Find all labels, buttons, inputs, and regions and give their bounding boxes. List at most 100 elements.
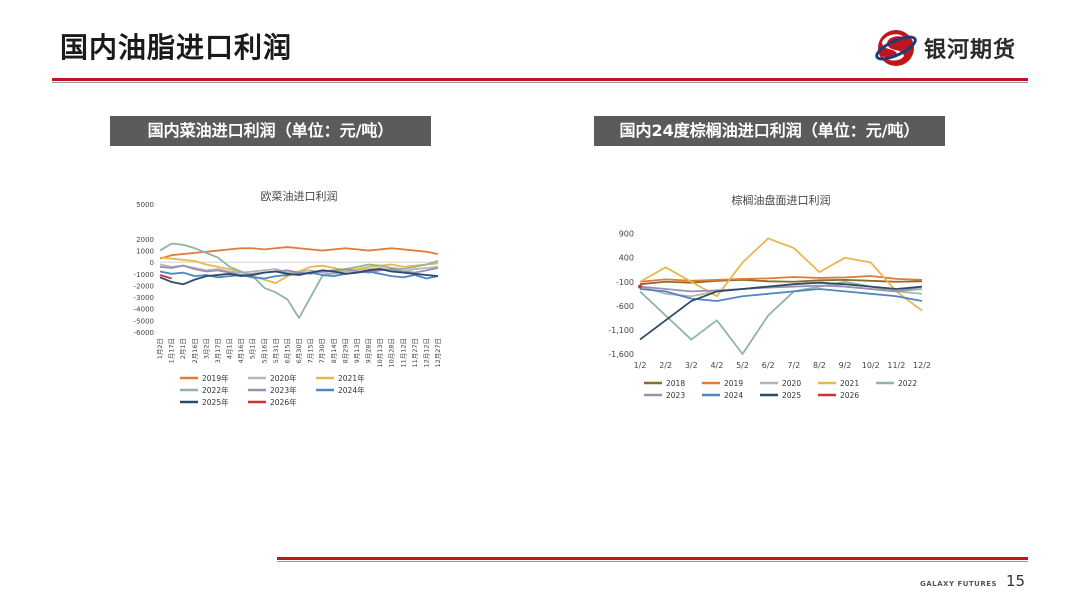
company-logo: 银河期货 [874, 28, 1034, 68]
series-line-2023 [639, 284, 923, 293]
x-tick-label: 4月16日 [237, 338, 245, 363]
y-tick-label: -1,100 [608, 326, 634, 335]
y-tick-label: -5000 [134, 317, 154, 325]
x-tick-label: 5月31日 [272, 338, 280, 363]
header-divider [52, 78, 1028, 81]
x-tick-label: 5月16日 [260, 338, 268, 363]
x-tick-label: 5月1日 [249, 338, 257, 359]
rapeseed-chart-svg: 欧菜油进口利润 5000 2000 1000 0 -1000 -2000 -3000 -4000… [134, 189, 442, 407]
legend-label: 2019年 [202, 373, 229, 383]
legend-label: 2020年 [270, 373, 297, 383]
left-section-title: 国内菜油进口利润（单位：元/吨） [110, 116, 431, 146]
x-tick-label: 3月2日 [202, 338, 210, 359]
legend-label: 2021年 [338, 373, 365, 383]
y-tick-label: 5000 [136, 201, 154, 209]
y-tick-label: -600 [616, 302, 634, 311]
legend-label: 2025年 [202, 397, 229, 407]
series-line-2019年 [159, 246, 439, 260]
x-tick-label: 8月14日 [330, 338, 338, 363]
x-tick-label: 1月2日 [156, 338, 164, 359]
y-tick-label: -6000 [134, 329, 154, 337]
x-tick-label: 7/2 [787, 361, 800, 370]
x-tick-label: 3/2 [685, 361, 698, 370]
x-tick-label: 12月12日 [422, 338, 430, 368]
x-tick-label: 7月30日 [318, 338, 326, 363]
series-line-2026年 [159, 274, 172, 280]
page-title: 国内油脂进口利润 [60, 31, 293, 64]
x-tick-label: 6月15日 [283, 338, 291, 363]
legend-label: 2026 [840, 391, 859, 400]
footer-divider-thin [277, 561, 1028, 562]
y-tick-label: -100 [616, 278, 634, 287]
legend-label: 2018 [666, 379, 685, 388]
legend-label: 2025 [782, 391, 801, 400]
x-tick-label: 11/2 [887, 361, 905, 370]
x-tick-label: 8月29日 [341, 338, 349, 363]
y-tick-label: 900 [619, 230, 634, 239]
y-tick-label: -1,600 [608, 350, 634, 359]
chart-title: 棕榈油盘面进口利润 [732, 193, 831, 207]
palm-oil-profit-chart: 棕榈油盘面进口利润 900 400 -100 -600 -1,100 -1,600 1/2 2/… [600, 186, 940, 406]
legend-label: 2026年 [270, 397, 297, 407]
x-tick-label: 1/2 [634, 361, 647, 370]
logo-text: 银河期货 [924, 38, 1017, 63]
x-tick-label: 12/2 [913, 361, 931, 370]
y-tick-label: 0 [150, 259, 154, 267]
series-line-2025 [639, 281, 923, 341]
x-tick-label: 4/2 [710, 361, 723, 370]
series-line-2022年 [159, 242, 439, 319]
series-point-2026 [638, 284, 642, 289]
x-tick-label: 6/2 [762, 361, 775, 370]
right-section-title: 国内24度棕榈油进口利润（单位：元/吨） [594, 116, 945, 146]
x-tick-label: 4月1日 [226, 338, 234, 359]
rapeseed-oil-profit-chart: 欧菜油进口利润 5000 2000 1000 0 -1000 -2000 -3000 -4000… [120, 182, 460, 407]
footer-brand: GALAXY FUTURES [920, 580, 998, 588]
legend-label: 2024年 [338, 385, 365, 395]
footer-divider [277, 557, 1028, 560]
y-tick-label: -1000 [134, 271, 154, 279]
series-line-2021 [639, 237, 923, 312]
y-tick-label: 1000 [136, 248, 154, 256]
x-tick-label: 11月12日 [399, 338, 407, 368]
legend-label: 2023 [666, 391, 685, 400]
header-divider-thin [52, 82, 1028, 83]
x-tick-label: 9月13日 [353, 338, 361, 363]
x-tick-label: 10月28日 [388, 338, 396, 368]
y-tick-label: -3000 [134, 294, 154, 302]
series-line-2025年 [159, 268, 439, 286]
x-tick-label: 2/2 [659, 361, 672, 370]
x-tick-label: 1月17日 [168, 338, 176, 363]
x-tick-label: 9月28日 [365, 338, 373, 363]
legend-label: 2021 [840, 379, 859, 388]
x-tick-label: 9/2 [839, 361, 852, 370]
page-number: 15 [1006, 572, 1026, 590]
chart-title: 欧菜油进口利润 [261, 189, 338, 203]
y-tick-label: -4000 [134, 306, 154, 314]
x-tick-label: 8/2 [813, 361, 826, 370]
series-line-2024 [639, 288, 923, 302]
series-line-2021年 [159, 256, 439, 285]
legend-label: 2022年 [202, 385, 229, 395]
y-tick-label: 2000 [136, 236, 154, 244]
x-tick-label: 10月13日 [376, 338, 384, 368]
galaxy-logo-icon [875, 30, 917, 66]
x-tick-label: 7月15日 [307, 338, 315, 363]
legend-label: 2019 [724, 379, 743, 388]
x-tick-label: 2月16日 [191, 338, 199, 363]
legend-label: 2020 [782, 379, 801, 388]
series-line-2023年 [159, 264, 439, 276]
x-tick-label: 5/2 [736, 361, 749, 370]
legend-label: 2022 [898, 379, 917, 388]
series-line-2019 [639, 275, 923, 283]
legend-label: 2024 [724, 391, 743, 400]
y-tick-label: 400 [619, 254, 634, 263]
x-tick-label: 10/2 [862, 361, 880, 370]
x-tick-label: 12月27日 [434, 338, 442, 368]
x-tick-label: 6月30日 [295, 338, 303, 363]
x-tick-label: 3月17日 [214, 338, 222, 363]
series-line-2018 [639, 278, 923, 286]
x-tick-label: 11月27日 [411, 338, 419, 368]
legend-label: 2023年 [270, 385, 297, 395]
series-line-2024年 [159, 270, 439, 280]
